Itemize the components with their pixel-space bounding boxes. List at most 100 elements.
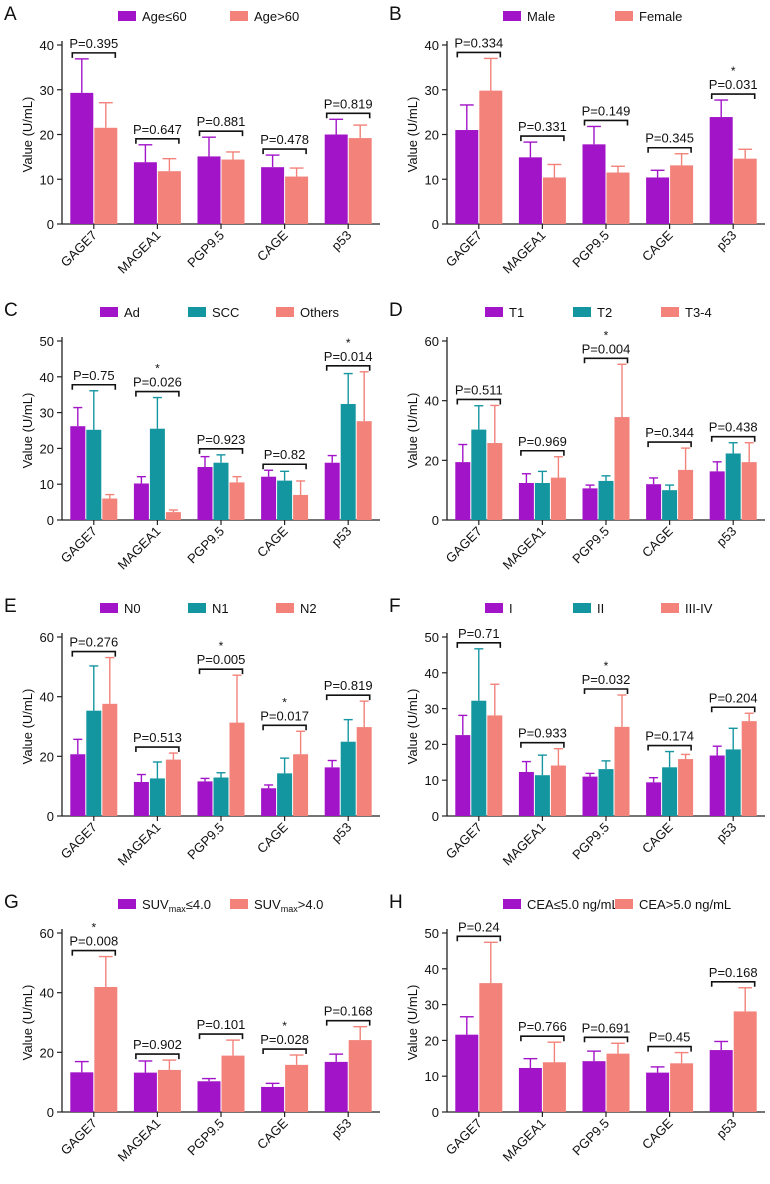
y-tick-label: 30 bbox=[425, 998, 439, 1013]
significance-bracket bbox=[262, 724, 307, 731]
bar bbox=[709, 471, 725, 520]
bar bbox=[471, 429, 487, 520]
chart-panel-d: T1 T2 T3-4 0 20 40 60 Value (U/mL) GAGE7 P=0.511 M… bbox=[385, 296, 770, 592]
x-tick-label: MAGEA1 bbox=[500, 820, 549, 869]
bar bbox=[86, 710, 102, 816]
chart-svg: CEA≤5.0 ng/mL CEA>5.0 ng/mL 0 10 20 30 40 50 Val… bbox=[405, 897, 765, 1164]
legend-label: CEA≤5.0 ng/mL bbox=[527, 897, 619, 912]
p-value-label: P=0.031 bbox=[709, 77, 758, 92]
bar bbox=[709, 117, 733, 224]
bar bbox=[709, 1050, 733, 1112]
bar bbox=[133, 1072, 157, 1112]
legend-swatch bbox=[485, 603, 503, 613]
x-tick-label: MAGEA1 bbox=[115, 1116, 164, 1165]
x-tick-label: PGP9.5 bbox=[184, 820, 227, 863]
significance-bracket bbox=[456, 935, 502, 942]
legend: T1 T2 T3-4 bbox=[485, 305, 712, 320]
bar bbox=[149, 778, 165, 816]
p-value-label: P=0.017 bbox=[260, 708, 309, 723]
significance-star: * bbox=[282, 695, 287, 709]
legend-label: SUVmax≤4.0 bbox=[142, 897, 211, 914]
bar bbox=[534, 775, 550, 816]
y-tick-label: 0 bbox=[432, 513, 439, 528]
bar bbox=[133, 162, 157, 224]
legend-swatch bbox=[230, 899, 248, 909]
bar bbox=[277, 480, 293, 520]
x-tick-label: GAGE7 bbox=[58, 1116, 100, 1158]
bar bbox=[324, 767, 340, 816]
y-tick-label: 30 bbox=[40, 83, 54, 98]
bar bbox=[646, 484, 662, 520]
legend-swatch bbox=[276, 603, 294, 613]
bar bbox=[534, 483, 550, 520]
y-tick-label: 0 bbox=[432, 1105, 439, 1120]
bar bbox=[70, 1072, 94, 1112]
p-value-label: P=0.204 bbox=[709, 690, 758, 705]
x-tick-label: p53 bbox=[713, 228, 739, 254]
p-value-label: P=0.174 bbox=[645, 729, 694, 744]
p-value-label: P=0.334 bbox=[454, 35, 503, 50]
p-value-label: P=0.008 bbox=[69, 934, 118, 949]
y-tick-label: 20 bbox=[40, 749, 54, 764]
legend-label: T2 bbox=[597, 305, 612, 320]
legend-swatch bbox=[503, 899, 521, 909]
legend: I II III-IV bbox=[485, 601, 713, 616]
bar bbox=[261, 476, 277, 520]
bar bbox=[479, 983, 503, 1112]
bar bbox=[165, 512, 181, 520]
significance-bracket bbox=[198, 130, 244, 137]
significance-bracket bbox=[520, 741, 565, 748]
legend-label: Female bbox=[639, 9, 682, 24]
x-tick-label: PGP9.5 bbox=[184, 524, 227, 567]
legend-swatch bbox=[573, 603, 591, 613]
significance-bracket bbox=[135, 137, 180, 144]
legend-label: N1 bbox=[212, 601, 229, 616]
bar bbox=[542, 1062, 566, 1112]
significance-star: * bbox=[282, 1019, 287, 1033]
significance-bracket bbox=[583, 119, 629, 126]
legend-swatch bbox=[485, 307, 503, 317]
p-value-label: P=0.71 bbox=[458, 626, 500, 641]
bar bbox=[518, 1067, 542, 1112]
legend-label: N0 bbox=[124, 601, 141, 616]
y-axis-label: Value (U/mL) bbox=[20, 985, 35, 1061]
bar bbox=[165, 759, 181, 816]
bar bbox=[646, 782, 662, 816]
significance-bracket bbox=[325, 364, 371, 371]
y-tick-label: 50 bbox=[425, 630, 439, 645]
x-tick-label: p53 bbox=[713, 1116, 739, 1142]
significance-bracket bbox=[583, 357, 629, 364]
p-value-label: P=0.647 bbox=[133, 122, 182, 137]
legend: Ad SCC Others bbox=[100, 305, 340, 320]
p-value-label: P=0.819 bbox=[324, 96, 373, 111]
x-tick-label: p53 bbox=[713, 820, 739, 846]
legend-label: N2 bbox=[300, 601, 317, 616]
y-tick-label: 20 bbox=[425, 737, 439, 752]
y-axis-label: Value (U/mL) bbox=[20, 97, 35, 173]
significance-star: * bbox=[219, 639, 224, 653]
bar bbox=[94, 986, 118, 1112]
bar bbox=[261, 788, 277, 816]
significance-bracket bbox=[520, 1035, 565, 1042]
bar bbox=[197, 1081, 221, 1112]
bar bbox=[348, 1040, 372, 1112]
legend-label: T3-4 bbox=[685, 305, 712, 320]
significance-bracket bbox=[583, 1036, 629, 1043]
legend-swatch bbox=[661, 307, 679, 317]
y-tick-label: 0 bbox=[47, 1105, 54, 1120]
x-tick-label: MAGEA1 bbox=[115, 228, 164, 277]
x-tick-label: CAGE bbox=[254, 1115, 291, 1152]
significance-bracket bbox=[520, 449, 565, 456]
y-tick-label: 40 bbox=[40, 370, 54, 385]
y-tick-label: 0 bbox=[47, 809, 54, 824]
significance-bracket bbox=[710, 980, 756, 987]
bar bbox=[733, 1011, 757, 1112]
x-tick-label: GAGE7 bbox=[443, 228, 485, 270]
bar bbox=[646, 177, 670, 224]
legend-swatch bbox=[573, 307, 591, 317]
x-tick-label: GAGE7 bbox=[58, 820, 100, 862]
y-tick-label: 0 bbox=[432, 809, 439, 824]
bar bbox=[348, 138, 372, 224]
significance-bracket bbox=[71, 650, 117, 657]
